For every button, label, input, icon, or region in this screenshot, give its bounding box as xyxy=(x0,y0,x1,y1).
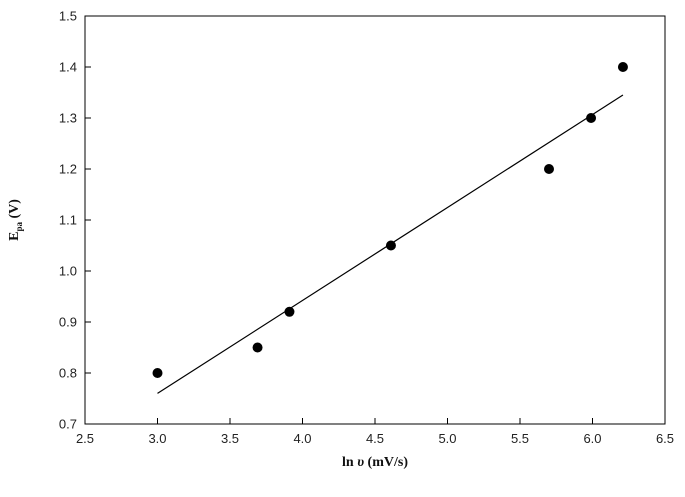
y-tick-label: 1.0 xyxy=(59,264,77,279)
x-tick-label: 5.5 xyxy=(511,431,529,446)
x-axis: 2.5 3.0 3.5 4.0 4.5 5.0 5.5 6.0 6.5 xyxy=(76,418,674,446)
x-axis-title-suffix: (mV/s) xyxy=(364,455,408,470)
x-tick-label: 4.0 xyxy=(293,431,311,446)
plot-frame xyxy=(84,15,666,425)
x-tick-label: 6.5 xyxy=(656,431,674,446)
x-tick-label: 2.5 xyxy=(76,431,94,446)
y-axis-title-suffix: (V) xyxy=(7,199,22,222)
y-axis-title-main: E xyxy=(7,232,22,241)
y-axis: 0.7 0.8 0.9 1.0 1.1 1.2 1.3 1.4 1.5 xyxy=(59,9,91,432)
data-point xyxy=(152,368,163,378)
data-point xyxy=(586,113,597,123)
y-tick-label: 1.1 xyxy=(59,213,77,228)
data-point xyxy=(544,164,554,174)
x-tick-label: 4.5 xyxy=(366,431,384,446)
y-tick-label: 1.5 xyxy=(59,9,77,24)
data-point xyxy=(385,240,396,251)
data-points xyxy=(152,62,628,378)
x-axis-title-prefix: ln xyxy=(342,455,357,470)
y-tick-label: 1.2 xyxy=(59,162,77,177)
data-point xyxy=(252,342,263,353)
y-tick-label: 0.9 xyxy=(59,315,77,330)
x-axis-title-symbol: υ xyxy=(357,455,364,470)
y-axis-title-subscript: pa xyxy=(14,222,24,232)
y-axis-title: Epa (V) xyxy=(7,199,24,241)
x-tick-label: 6.0 xyxy=(583,431,601,446)
x-tick-label: 3.5 xyxy=(221,431,239,446)
y-tick-label: 0.8 xyxy=(59,366,77,381)
x-tick-label: 5.0 xyxy=(438,431,456,446)
y-tick-label: 1.4 xyxy=(59,60,77,75)
x-axis-title: ln υ (mV/s) xyxy=(342,455,408,470)
y-tick-label: 0.7 xyxy=(59,417,77,432)
x-tick-label: 3.0 xyxy=(148,431,166,446)
y-tick-label: 1.3 xyxy=(59,111,77,126)
data-point xyxy=(284,306,295,317)
data-point xyxy=(617,62,628,72)
